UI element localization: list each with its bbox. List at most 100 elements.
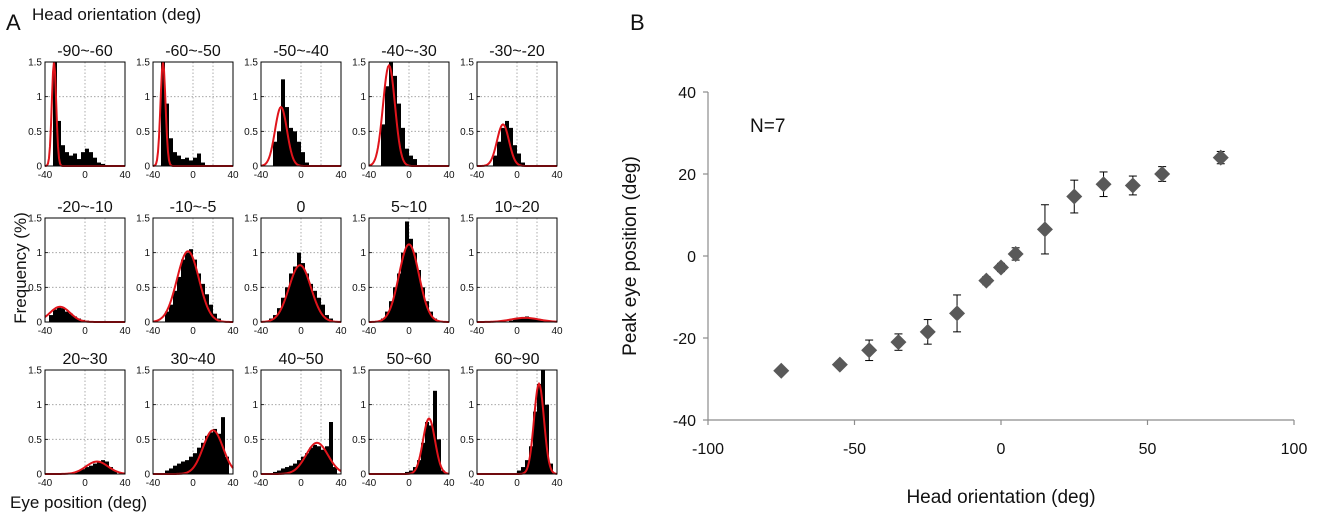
y-tick-label: 1.5 — [136, 214, 150, 225]
data-point — [993, 259, 1009, 276]
histogram-subplot: -10~-500.511.5-40 0 40 — [136, 199, 239, 337]
histogram-bar — [317, 446, 321, 474]
y-tick-label: 0 — [144, 470, 150, 481]
histogram-bar — [81, 469, 85, 474]
histogram-bar — [93, 463, 97, 474]
histogram-bar — [293, 266, 297, 322]
y-tick-label: 1 — [360, 248, 366, 259]
histogram-bar — [521, 162, 525, 166]
histogram-bar — [273, 471, 277, 474]
panel-b-letter: B — [630, 10, 645, 35]
histogram-bar — [305, 273, 309, 322]
histogram-bar — [417, 460, 421, 474]
x-tick-label: -40 — [146, 326, 161, 337]
subplot-title: -60~-50 — [165, 43, 221, 60]
histogram-bar — [417, 270, 421, 322]
histogram-bar — [193, 259, 197, 322]
histogram-bar — [517, 318, 521, 322]
subplot-title: 10~20 — [495, 199, 540, 216]
subplot-frame — [476, 217, 558, 323]
x-tick-label: 0 — [406, 326, 412, 337]
y-axis-title: Peak eye position (deg) — [620, 156, 641, 356]
x-tick-label: -100 — [692, 441, 724, 458]
histogram-bar — [393, 287, 397, 322]
subplot-frame — [260, 61, 342, 167]
y-tick-label: 0.5 — [352, 283, 366, 294]
x-tick-label: -40 — [254, 478, 269, 489]
histogram-bar — [185, 460, 189, 474]
histogram-bar — [277, 131, 281, 166]
y-tick-label: 1 — [144, 92, 150, 103]
histogram-bar — [177, 463, 181, 474]
histogram-bar — [193, 157, 197, 166]
histogram-bar — [201, 442, 205, 474]
histogram-bar — [173, 152, 177, 166]
y-tick-label: 1.5 — [136, 58, 150, 69]
histogram-bar — [285, 467, 289, 474]
histogram-bar — [277, 470, 281, 474]
histogram-bar — [409, 238, 413, 322]
histogram-bar — [497, 141, 501, 166]
y-tick-label: 1 — [468, 400, 474, 411]
histogram-bar — [185, 157, 189, 166]
y-tick-label: 1.5 — [460, 366, 474, 377]
x-tick-label: -40 — [470, 478, 485, 489]
histogram-bar — [329, 422, 333, 474]
histogram-bar — [77, 470, 81, 474]
y-tick-label: 0.5 — [352, 127, 366, 138]
histogram-bar — [189, 456, 193, 474]
histogram-bar — [57, 120, 61, 166]
y-tick-label: 1 — [252, 248, 258, 259]
histogram-bar — [285, 287, 289, 322]
histogram-bar — [513, 318, 517, 322]
y-tick-label: 0.5 — [244, 283, 258, 294]
histogram-subplot: 000.511.5-40 0 40 — [244, 199, 347, 337]
histogram-bar — [405, 148, 409, 166]
histogram-bar — [289, 273, 293, 322]
x-tick-label: 100 — [1281, 441, 1308, 458]
data-point — [1007, 245, 1024, 262]
y-tick-label: 0.5 — [244, 435, 258, 446]
histogram-bar — [441, 470, 445, 474]
y-tick-label: 0 — [144, 162, 150, 173]
y-tick-label: 0.5 — [28, 283, 42, 294]
histogram-bar — [69, 155, 73, 166]
histogram-bar — [413, 159, 417, 166]
histogram-bar — [165, 470, 169, 474]
y-tick-label: 0.5 — [460, 435, 474, 446]
histogram-bar — [181, 461, 185, 474]
histogram-bar — [189, 160, 193, 166]
x-tick-label: 40 — [335, 326, 347, 337]
histogram-bar — [301, 263, 305, 322]
y-tick-label: 1 — [36, 92, 42, 103]
histogram-bar — [297, 141, 301, 166]
histogram-bar — [409, 155, 413, 166]
subplot-title: 20~30 — [63, 351, 108, 368]
y-tick-label: 0.5 — [460, 283, 474, 294]
data-point — [949, 305, 966, 322]
histogram-bar — [161, 62, 165, 166]
histogram-bar — [61, 145, 65, 166]
histogram-bar — [425, 422, 429, 474]
y-tick-label: -40 — [673, 413, 696, 430]
histogram-bar — [513, 145, 517, 166]
y-tick-label: 0 — [468, 162, 474, 173]
histogram-bar — [97, 461, 101, 474]
histogram-bar — [545, 404, 549, 474]
histogram-bar — [305, 453, 309, 474]
x-tick-label: 40 — [227, 326, 239, 337]
subplot-frame — [260, 217, 342, 323]
fit-curve — [260, 264, 342, 323]
histogram-bar — [169, 468, 173, 474]
x-tick-label: 40 — [119, 170, 131, 181]
x-tick-label: 0 — [514, 478, 520, 489]
histogram-bar — [509, 320, 513, 322]
histogram-bar — [517, 470, 521, 474]
y-tick-label: -20 — [673, 331, 696, 348]
y-tick-label: 0.5 — [28, 435, 42, 446]
